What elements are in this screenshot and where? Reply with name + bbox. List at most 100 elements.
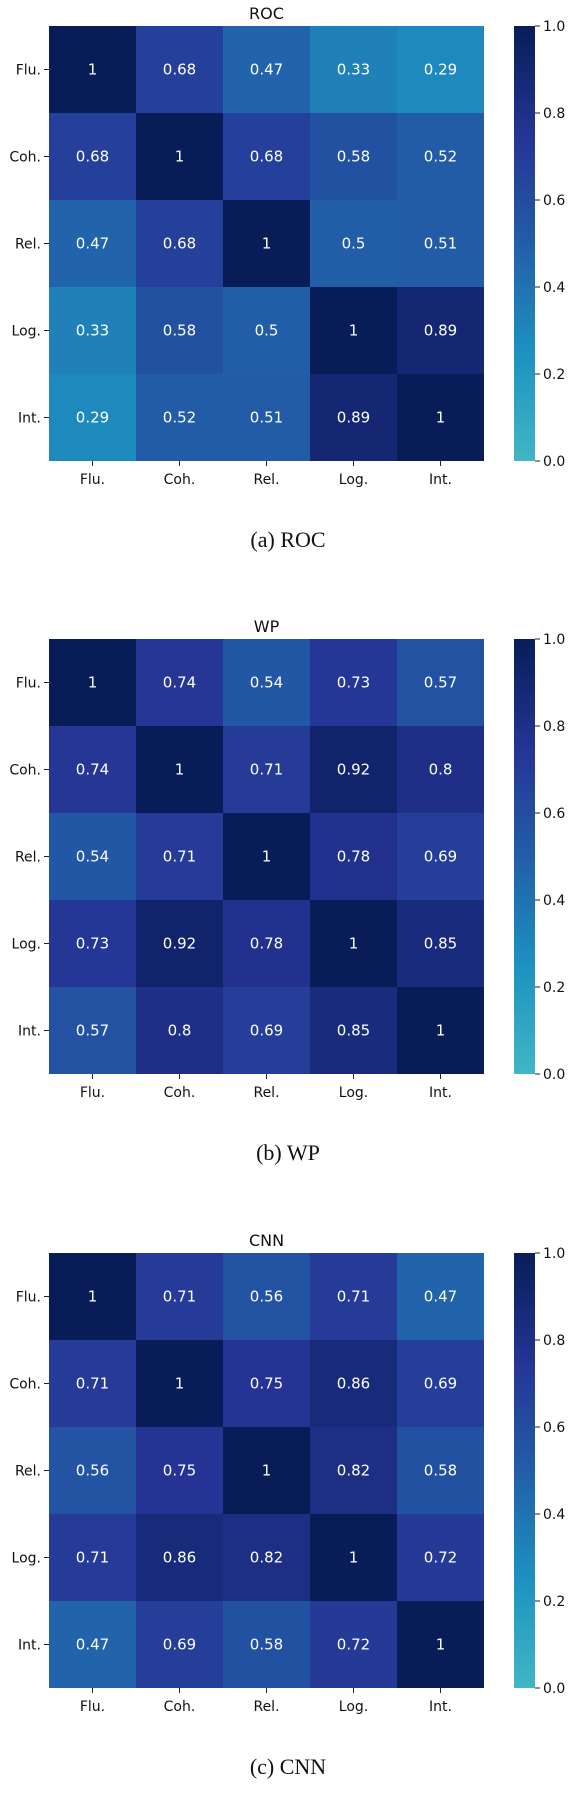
colorbar <box>514 639 535 1074</box>
cell-value-label: 0.29 <box>76 409 109 427</box>
heatmap-cell <box>397 374 484 461</box>
cell-value-label: 0.68 <box>250 148 283 166</box>
heatmap-cell <box>397 1514 484 1601</box>
cell-value-label: 1 <box>175 148 185 166</box>
cell-value-label: 0.74 <box>163 674 196 692</box>
heatmap-cell <box>310 987 397 1074</box>
heatmap-cell <box>397 813 484 900</box>
cell-value-label: 0.52 <box>424 148 457 166</box>
y-tick-label: Log. <box>12 1551 41 1567</box>
heatmap-cell <box>397 1427 484 1514</box>
cell-value-label: 0.54 <box>250 674 283 692</box>
y-tick-label: Rel. <box>15 1464 41 1480</box>
cell-value-label: 0.57 <box>76 1022 109 1040</box>
colorbar-tick-label: 1.0 <box>543 19 565 35</box>
cell-value-label: 0.8 <box>429 761 453 779</box>
y-tick-label: Coh. <box>9 1377 41 1393</box>
cell-value-label: 0.71 <box>163 848 196 866</box>
cell-value-label: 1 <box>349 1549 359 1567</box>
colorbar-tick-label: 0.6 <box>543 806 565 822</box>
cell-value-label: 1 <box>349 322 359 340</box>
heatmap-cell <box>223 987 310 1074</box>
cell-value-label: 0.51 <box>424 235 457 253</box>
heatmap-cell <box>49 726 136 813</box>
heatmap-cell <box>310 287 397 374</box>
colorbar-tick-label: 0.2 <box>543 1594 565 1610</box>
cell-value-label: 0.82 <box>337 1462 370 1480</box>
cell-value-label: 0.5 <box>342 235 366 253</box>
heatmap-cell <box>223 200 310 287</box>
y-tick-label: Log. <box>12 324 41 340</box>
heatmap-cell <box>397 200 484 287</box>
chart-title: ROC <box>249 4 284 23</box>
heatmap-cell <box>49 200 136 287</box>
figure-caption: (b) WP <box>256 1140 320 1165</box>
colorbar-tick-label: 0.0 <box>543 1067 565 1083</box>
y-tick-label: Rel. <box>15 850 41 866</box>
heatmap-cell <box>49 639 136 726</box>
cell-value-label: 0.89 <box>424 322 457 340</box>
x-tick-label: Rel. <box>253 1085 279 1101</box>
heatmap-cell <box>49 1253 136 1340</box>
cell-value-label: 0.85 <box>337 1022 370 1040</box>
heatmap-cell <box>49 374 136 461</box>
colorbar-tick-label: 0.4 <box>543 280 565 296</box>
heatmap-cell <box>49 1514 136 1601</box>
figure-caption: (c) CNN <box>249 1754 327 1779</box>
heatmap-cell <box>223 1253 310 1340</box>
cell-value-label: 0.33 <box>337 61 370 79</box>
x-tick-label: Rel. <box>253 1699 279 1715</box>
y-tick-label: Coh. <box>9 763 41 779</box>
heatmap-cell <box>136 113 223 200</box>
cell-value-label: 1 <box>88 61 98 79</box>
cell-value-label: 0.71 <box>250 761 283 779</box>
heatmap-cell <box>397 900 484 987</box>
colorbar-tick-label: 0.2 <box>543 367 565 383</box>
cell-value-label: 0.71 <box>76 1375 109 1393</box>
heatmap-cell <box>397 987 484 1074</box>
colorbar-tick-label: 0.0 <box>543 454 565 470</box>
y-tick-label: Flu. <box>16 676 41 692</box>
cell-value-label: 0.56 <box>250 1288 283 1306</box>
cell-value-label: 0.78 <box>250 935 283 953</box>
heatmap-cell <box>397 1253 484 1340</box>
heatmap-cell <box>397 113 484 200</box>
cell-value-label: 0.71 <box>337 1288 370 1306</box>
heatmap-panel: ROC 1 0.68 0.47 0.33 0.29 0.68 1 0.68 0.58 0.52 0.4… <box>9 4 565 488</box>
colorbar-tick-label: 1.0 <box>543 1246 565 1262</box>
heatmap-cell <box>397 1601 484 1688</box>
heatmap-cell <box>136 287 223 374</box>
heatmap-cell <box>49 113 136 200</box>
cell-value-label: 1 <box>262 235 272 253</box>
x-tick-label: Log. <box>339 1699 368 1715</box>
x-tick-label: Log. <box>339 472 368 488</box>
heatmap-cell <box>223 26 310 113</box>
heatmap-cell <box>310 26 397 113</box>
colorbar-tick-label: 0.6 <box>543 1420 565 1436</box>
colorbar-tick-label: 0.6 <box>543 193 565 209</box>
heatmap-cell <box>223 900 310 987</box>
x-tick-label: Int. <box>429 1699 452 1715</box>
heatmap-cell <box>136 1427 223 1514</box>
cell-value-label: 1 <box>262 848 272 866</box>
heatmap-cell <box>136 900 223 987</box>
heatmap-cell <box>223 726 310 813</box>
colorbar-tick-label: 0.8 <box>543 106 565 122</box>
cell-value-label: 0.69 <box>163 1636 196 1654</box>
heatmap-cell <box>310 639 397 726</box>
heatmap-panel: CNN 1 0.71 0.56 0.71 0.47 0.71 1 0.75 0.86 0.69 0.5… <box>9 1231 565 1715</box>
heatmap-cell <box>310 726 397 813</box>
x-tick-label: Flu. <box>80 1699 105 1715</box>
heatmap-cell <box>136 1514 223 1601</box>
x-tick-label: Int. <box>429 472 452 488</box>
figure-caption: (a) ROC <box>250 527 326 552</box>
heatmap-cell <box>223 287 310 374</box>
cell-value-label: 0.54 <box>76 848 109 866</box>
cell-value-label: 0.47 <box>76 235 109 253</box>
cell-value-label: 0.69 <box>424 848 457 866</box>
cell-value-label: 1 <box>436 409 446 427</box>
heatmap-cell <box>49 1601 136 1688</box>
cell-value-label: 0.85 <box>424 935 457 953</box>
cell-value-label: 0.78 <box>337 848 370 866</box>
